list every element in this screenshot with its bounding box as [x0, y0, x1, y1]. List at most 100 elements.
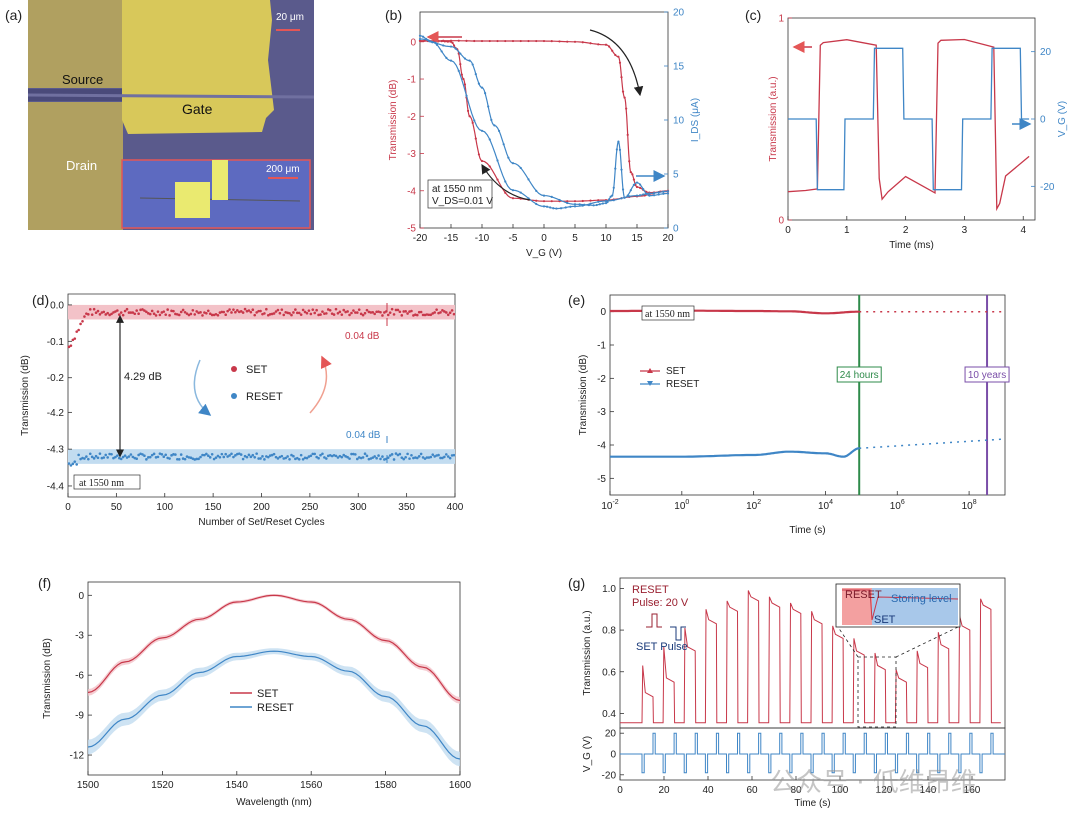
- data-point: [125, 307, 129, 311]
- x-axis-label: V_G (V): [526, 248, 562, 259]
- data-point: [428, 40, 431, 43]
- data-point: [150, 309, 154, 313]
- data-point: [631, 173, 634, 176]
- x-tick-label: 100: [674, 499, 689, 512]
- data-point: [414, 456, 417, 459]
- legend-label: RESET: [666, 379, 699, 390]
- annotation-box: [73, 474, 141, 490]
- x-tick-label: 80: [790, 785, 802, 796]
- data-point: [172, 453, 175, 456]
- data-point: [145, 458, 148, 461]
- data-point: [589, 199, 592, 202]
- data-point: [662, 190, 665, 193]
- data-point: [418, 39, 422, 42]
- data-point: [433, 311, 436, 314]
- panel-label: (g): [568, 575, 585, 591]
- y-tick-label: 1.0: [602, 584, 616, 595]
- data-point: [466, 109, 470, 112]
- data-point: [398, 452, 402, 456]
- data-point: [373, 455, 376, 458]
- annotation-box: [427, 179, 493, 209]
- y-tick-label: -3: [75, 631, 84, 642]
- data-point: [386, 313, 390, 317]
- y-tick-label: 0.4: [602, 709, 616, 720]
- data-point: [73, 337, 77, 340]
- data-point: [148, 455, 152, 459]
- data-point: [558, 40, 561, 43]
- data-point: [457, 39, 460, 42]
- data-point: [408, 457, 411, 460]
- data-point: [137, 312, 140, 316]
- data-point: [477, 82, 480, 85]
- plot-frame: [609, 294, 1006, 496]
- data-point: [251, 453, 255, 457]
- y-tick-label: -0.1: [47, 337, 65, 348]
- data-point: [241, 311, 245, 314]
- data-point: [228, 454, 231, 457]
- legend-marker: [647, 381, 653, 386]
- time-marker-box: [836, 366, 882, 383]
- data-point: [81, 320, 84, 323]
- data-point: [317, 313, 320, 317]
- data-point: [75, 463, 79, 466]
- data-point: [394, 308, 398, 312]
- y-tick-label: -12: [70, 751, 85, 762]
- data-point: [604, 199, 608, 203]
- data-point: [102, 456, 106, 459]
- data-point: [276, 308, 280, 312]
- data-point: [559, 207, 563, 210]
- data-point: [266, 455, 270, 459]
- data-point: [313, 311, 317, 315]
- data-point: [206, 454, 210, 458]
- x-tick-label: 20: [662, 233, 674, 244]
- data-series: [787, 38, 1030, 212]
- data-point: [388, 311, 392, 314]
- x-tick-label: 4: [1020, 225, 1026, 236]
- data-point: [210, 452, 214, 456]
- data-series: [87, 594, 461, 702]
- data-point: [110, 312, 113, 316]
- data-point: [104, 453, 108, 457]
- data-point: [535, 189, 538, 192]
- data-point: [328, 308, 332, 312]
- data-point: [321, 310, 324, 313]
- y-tick-label: 0: [78, 591, 84, 602]
- legend-label: SET: [257, 688, 279, 700]
- data-point: [361, 313, 365, 317]
- data-point: [425, 456, 429, 459]
- time-marker-label: 24 hours: [840, 370, 879, 381]
- data-point: [174, 312, 177, 316]
- inset-label: RESET: [845, 589, 882, 601]
- data-point: [419, 452, 423, 456]
- legend-label: SET: [666, 366, 685, 377]
- data-point: [303, 310, 307, 314]
- inset-set-region: [872, 588, 958, 625]
- data-point: [369, 311, 373, 314]
- data-point: [150, 453, 154, 457]
- data-point: [626, 133, 629, 136]
- data-point: [69, 344, 73, 347]
- data-point: [449, 40, 453, 43]
- annotation-text: at 1550 nm: [645, 309, 690, 320]
- data-point: [237, 452, 241, 455]
- data-point: [131, 455, 135, 459]
- x-tick-label: 1520: [151, 780, 174, 791]
- data-point: [527, 197, 530, 200]
- data-point: [67, 345, 71, 349]
- x-tick-label: 1580: [374, 780, 397, 791]
- y-tick-label: -4: [407, 186, 416, 197]
- data-point: [284, 456, 287, 460]
- data-point: [292, 454, 295, 458]
- data-point: [592, 204, 595, 207]
- data-point: [323, 312, 326, 315]
- data-point: [189, 312, 193, 316]
- data-point: [642, 193, 645, 196]
- x-tick-label: -20: [413, 233, 428, 244]
- x-tick-label: 350: [398, 502, 415, 513]
- y-tick-label: -4: [597, 441, 606, 452]
- x-tick-label: -5: [509, 233, 518, 244]
- data-point: [137, 453, 140, 457]
- data-point: [597, 199, 600, 202]
- x-tick-label: 1600: [449, 780, 472, 791]
- data-point: [224, 452, 228, 456]
